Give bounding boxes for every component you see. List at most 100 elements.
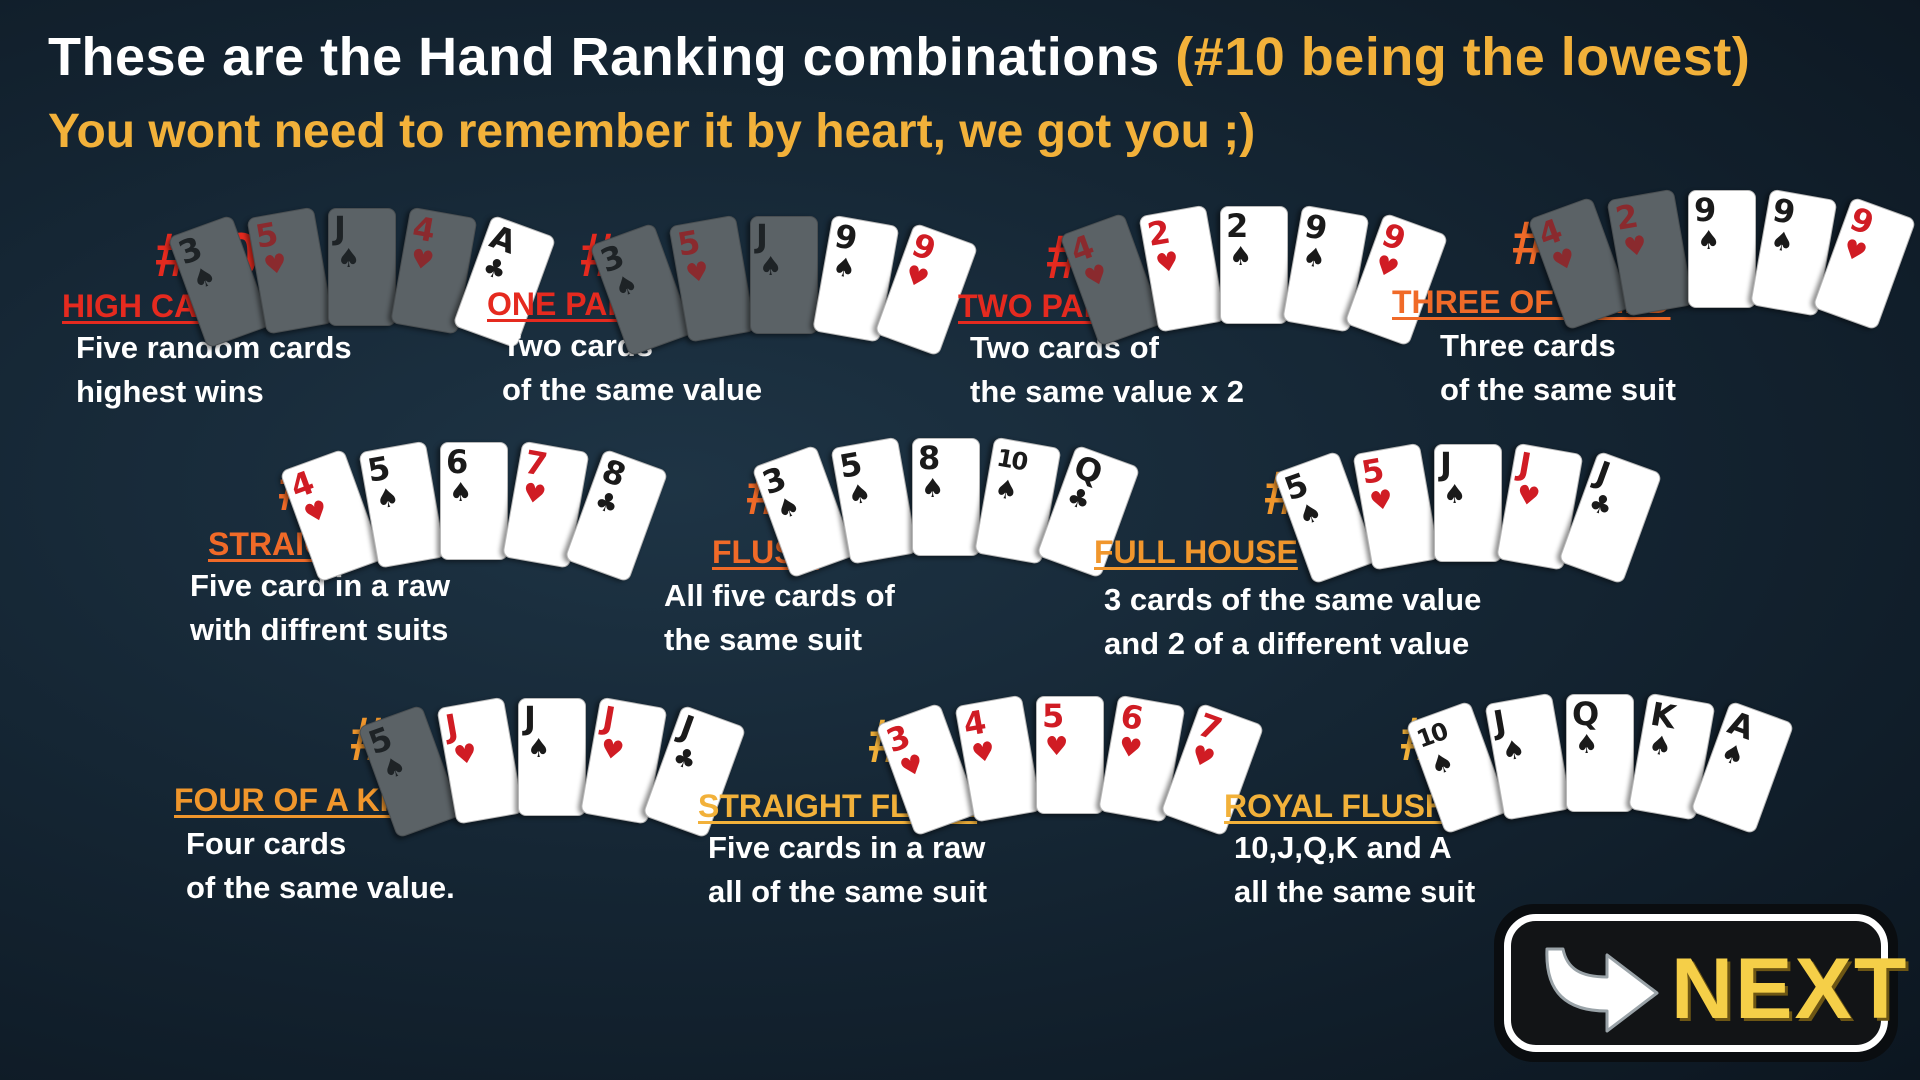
- card-suit-icon: ♥: [1187, 740, 1218, 774]
- hand-description: Five cards in a rawall of the same suit: [708, 826, 987, 914]
- playing-card: J♠: [518, 698, 586, 816]
- playing-card: 2♠: [1220, 206, 1288, 324]
- card-rank: 6: [446, 445, 468, 479]
- card-suit-icon: ♥: [1371, 250, 1402, 284]
- card-suit-icon: ♠: [337, 245, 360, 273]
- card-rank: J: [600, 701, 618, 737]
- card-rank: J: [676, 709, 699, 745]
- card-rank: 5: [365, 451, 393, 488]
- card-suit-icon: ♠: [1427, 747, 1458, 781]
- card-suit-icon: ♠: [374, 483, 402, 515]
- description-line: Five cards in a raw: [708, 826, 987, 870]
- card-fan: 3♠5♥J♠9♠9♥: [690, 216, 920, 436]
- playing-card: J♠: [750, 216, 818, 334]
- card-suit-icon: ♣: [669, 742, 700, 776]
- card-rank: J: [1516, 447, 1534, 483]
- card-rank: 9: [1770, 193, 1798, 230]
- card-rank: 2: [1145, 215, 1173, 252]
- card-suit-icon: ♥: [901, 260, 932, 294]
- next-button-frame[interactable]: NEXT: [1504, 914, 1888, 1052]
- card-suit-icon: ♥: [1514, 481, 1542, 513]
- card-rank: Q: [1572, 697, 1599, 731]
- card-rank: 5: [1359, 453, 1387, 490]
- card-suit-icon: ♠: [379, 751, 410, 785]
- card-rank: 6: [1118, 699, 1146, 736]
- playing-card: 8♠: [912, 438, 980, 556]
- card-suit-icon: ♥: [301, 495, 332, 529]
- card-fan: 5♠J♥J♠J♥J♣: [458, 698, 688, 918]
- next-button[interactable]: NEXT: [1494, 904, 1898, 1062]
- card-rank: J: [756, 219, 768, 253]
- card-rank: 9: [832, 219, 860, 256]
- title-parenthetical: (#10 being the lowest): [1175, 27, 1750, 87]
- card-fan: 10♠J♠Q♠K♠A♠: [1506, 694, 1736, 914]
- hand-description: 10,J,Q,K and Aall the same suit: [1234, 826, 1475, 914]
- description-line: of the same value.: [186, 866, 455, 910]
- playing-card: 5♥: [1036, 696, 1104, 814]
- card-suit-icon: ♣: [591, 486, 622, 520]
- card-suit-icon: ♣: [1585, 488, 1616, 522]
- card-rank: 5: [837, 447, 865, 484]
- card-suit-icon: ♠: [846, 479, 874, 511]
- card-fan: 3♠5♥J♠4♥A♣: [268, 208, 498, 428]
- card-suit-icon: ♠: [611, 269, 642, 303]
- card-rank: J: [443, 708, 461, 744]
- card-rank: J: [334, 211, 346, 245]
- title-main: These are the Hand Ranking combinations: [48, 27, 1175, 87]
- card-suit-icon: ♥: [262, 249, 290, 281]
- card-rank: 2: [1226, 209, 1248, 243]
- card-suit-icon: ♠: [527, 735, 550, 763]
- card-rank: 4: [410, 211, 438, 248]
- page-subtitle: You wont need to remember it by heart, w…: [48, 104, 1255, 159]
- card-rank: 4: [961, 705, 989, 742]
- card-rank: 9: [1302, 209, 1330, 246]
- playing-card: Q♠: [1566, 694, 1634, 812]
- playing-card: 6♠: [440, 442, 508, 560]
- card-suit-icon: ♠: [992, 475, 1020, 507]
- card-suit-icon: ♠: [1229, 243, 1252, 271]
- card-suit-icon: ♥: [408, 245, 436, 277]
- card-rank: 5: [675, 225, 703, 262]
- card-suit-icon: ♥: [1154, 247, 1182, 279]
- card-suit-icon: ♥: [520, 479, 548, 511]
- card-suit-icon: ♠: [759, 253, 782, 281]
- card-suit-icon: ♠: [1500, 735, 1528, 767]
- card-rank: 5: [253, 217, 281, 254]
- card-rank: 2: [1613, 199, 1641, 236]
- page-title: These are the Hand Ranking combinations …: [48, 26, 1750, 88]
- card-fan: 4♥2♥2♠9♠9♥: [1160, 206, 1390, 426]
- card-suit-icon: ♠: [1646, 731, 1674, 763]
- card-rank: J: [1592, 455, 1615, 491]
- card-fan: 4♥2♥9♠9♠9♥: [1628, 190, 1858, 410]
- hand-name: ROYAL FLUSH: [1224, 788, 1448, 825]
- hand-name: FULL HOUSE: [1094, 534, 1298, 571]
- card-suit-icon: ♠: [773, 491, 804, 525]
- card-rank: 7: [522, 445, 550, 482]
- description-line: 10,J,Q,K and A: [1234, 826, 1475, 870]
- card-fan: 3♠5♠8♠10♠Q♣: [852, 438, 1082, 658]
- card-fan: 5♠5♥J♠J♥J♣: [1374, 444, 1604, 664]
- card-suit-icon: ♥: [1368, 485, 1396, 517]
- card-fan: 3♥4♥5♥6♥7♥: [976, 696, 1206, 916]
- card-fan: 4♥5♠6♠7♥8♣: [380, 442, 610, 662]
- playing-card: J♠: [328, 208, 396, 326]
- card-rank: K: [1648, 697, 1678, 735]
- card-suit-icon: ♠: [1575, 731, 1598, 759]
- playing-card: J♠: [1434, 444, 1502, 562]
- card-suit-icon: ♥: [1116, 733, 1144, 765]
- card-suit-icon: ♥: [1081, 259, 1112, 293]
- curved-arrow-right-icon: [1537, 941, 1665, 1037]
- playing-card: 9♠: [1688, 190, 1756, 308]
- description-line: all the same suit: [1234, 870, 1475, 914]
- card-rank: 9: [1694, 193, 1716, 227]
- card-suit-icon: ♠: [1443, 481, 1466, 509]
- card-suit-icon: ♠: [1697, 227, 1720, 255]
- card-suit-icon: ♠: [1717, 738, 1748, 772]
- card-suit-icon: ♥: [598, 735, 626, 767]
- card-suit-icon: ♠: [830, 253, 858, 285]
- card-suit-icon: ♥: [897, 749, 928, 783]
- card-suit-icon: ♥: [684, 257, 712, 289]
- next-button-label[interactable]: NEXT: [1671, 941, 1908, 1037]
- card-rank: J: [524, 701, 536, 735]
- card-suit-icon: ♣: [1063, 482, 1094, 516]
